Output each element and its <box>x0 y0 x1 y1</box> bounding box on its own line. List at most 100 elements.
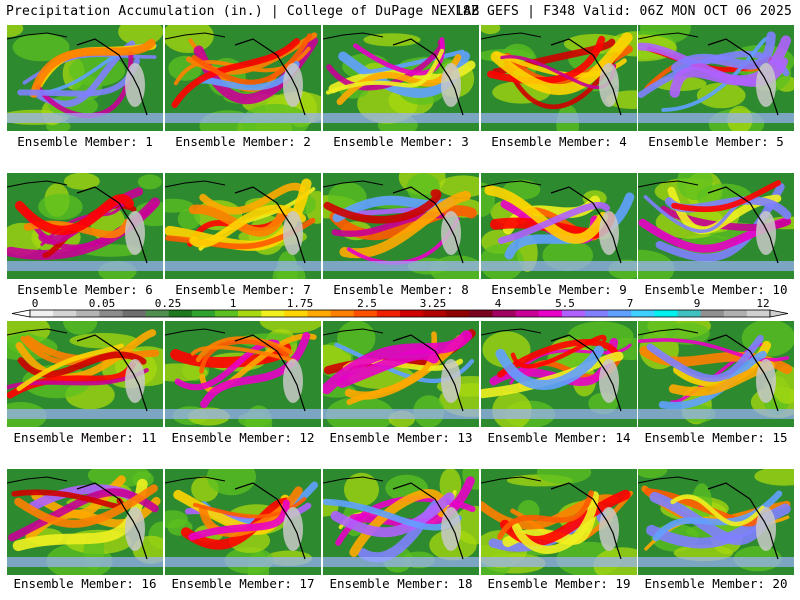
colorbar-swatch <box>677 310 701 317</box>
precip-map <box>7 321 163 427</box>
dry-region <box>441 507 461 551</box>
colorbar-left-arrow <box>11 309 31 318</box>
precip-area <box>536 469 592 484</box>
dry-region <box>756 359 776 403</box>
dry-region <box>441 211 461 255</box>
dry-region <box>283 359 303 403</box>
dry-region <box>283 507 303 551</box>
precip-area <box>482 331 531 368</box>
coastline <box>550 482 622 560</box>
colorbar-tick-label: 5.5 <box>555 297 575 310</box>
precip-map <box>323 321 479 427</box>
precip-area <box>754 469 794 486</box>
precip-map <box>638 25 794 131</box>
storm-band <box>671 180 782 213</box>
precip-area <box>63 321 98 335</box>
coastline <box>7 32 68 40</box>
tropical-band <box>323 557 479 567</box>
precip-area <box>363 33 421 47</box>
storm-band <box>497 201 611 244</box>
ensemble-member-label: Ensemble Member: 14 <box>487 430 631 445</box>
coastline <box>234 186 306 264</box>
colorbar-swatch <box>238 310 262 317</box>
ensemble-member-label: Ensemble Member: 19 <box>487 576 631 591</box>
storm-band <box>15 329 157 381</box>
precip-map <box>638 321 794 427</box>
tropical-band <box>323 113 479 123</box>
coastline <box>392 38 464 116</box>
ensemble-panel <box>481 321 637 427</box>
storm-band <box>14 194 135 236</box>
storm-band <box>29 38 156 98</box>
colorbar-tick-label: 1.75 <box>287 297 314 310</box>
precip-area <box>38 193 83 220</box>
storm-band <box>484 185 609 244</box>
ensemble-panel <box>165 173 321 279</box>
storm-band <box>497 339 621 378</box>
colorbar-tick-label: 12 <box>756 297 769 310</box>
dry-region <box>441 359 461 403</box>
colorbar-swatch <box>723 310 748 317</box>
coastline <box>481 476 542 484</box>
colorbar-right-arrow <box>769 309 789 318</box>
coastline <box>76 38 148 116</box>
dry-region <box>125 507 145 551</box>
storm-band <box>646 334 764 382</box>
ensemble-panel <box>7 173 163 279</box>
colorbar-swatch <box>608 310 632 317</box>
coastline <box>323 476 384 484</box>
ensemble-panel <box>638 321 794 427</box>
ensemble-panel <box>323 173 479 279</box>
ensemble-member-label: Ensemble Member: 12 <box>171 430 315 445</box>
colorbar-swatch <box>261 310 285 317</box>
precip-area <box>344 472 379 507</box>
storm-band <box>671 31 776 73</box>
precip-map <box>165 469 321 575</box>
precip-area <box>7 25 24 38</box>
precip-map <box>481 25 637 131</box>
model-valid-time: 18Z GEFS | F348 Valid: 06Z MON OCT 06 20… <box>454 4 792 19</box>
ensemble-panel <box>7 25 163 131</box>
colorbar-swatch <box>168 310 193 317</box>
coastline <box>392 334 464 412</box>
precip-map <box>481 173 637 279</box>
ensemble-member-label: Ensemble Member: 2 <box>175 134 311 149</box>
tropical-band <box>7 557 163 567</box>
colorbar-swatch <box>469 310 493 317</box>
ensemble-member-label: Ensemble Member: 16 <box>13 576 157 591</box>
storm-band <box>200 332 311 409</box>
colorbar-swatch <box>330 310 355 317</box>
coastline <box>323 180 384 188</box>
storm-band <box>670 494 765 527</box>
storm-band <box>191 33 313 85</box>
coastline <box>638 328 699 336</box>
dry-region <box>599 359 619 403</box>
coastline <box>707 186 779 264</box>
precip-area <box>696 82 746 109</box>
tropical-band <box>7 409 163 419</box>
ensemble-panel <box>638 469 794 575</box>
dry-region <box>599 507 619 551</box>
coastline <box>323 32 384 40</box>
storm-band <box>171 38 300 108</box>
dry-region <box>125 359 145 403</box>
storm-band <box>323 189 442 224</box>
dry-region <box>599 63 619 107</box>
precip-map <box>165 321 321 427</box>
colorbar-swatch <box>307 310 331 317</box>
colorbar-swatch <box>446 310 470 317</box>
coastline <box>707 482 779 560</box>
precip-area <box>206 469 256 496</box>
coastline <box>550 334 622 412</box>
storm-band <box>487 35 606 85</box>
coastline <box>638 476 699 484</box>
colorbar-swatch <box>538 310 563 317</box>
colorbar-swatch <box>700 310 725 317</box>
colorbar-swatch <box>215 310 239 317</box>
coastline <box>76 482 148 560</box>
ensemble-member-label: Ensemble Member: 10 <box>644 282 788 297</box>
storm-band <box>659 205 792 231</box>
ensemble-panel <box>7 321 163 427</box>
dry-region <box>125 63 145 107</box>
ensemble-panel <box>165 25 321 131</box>
